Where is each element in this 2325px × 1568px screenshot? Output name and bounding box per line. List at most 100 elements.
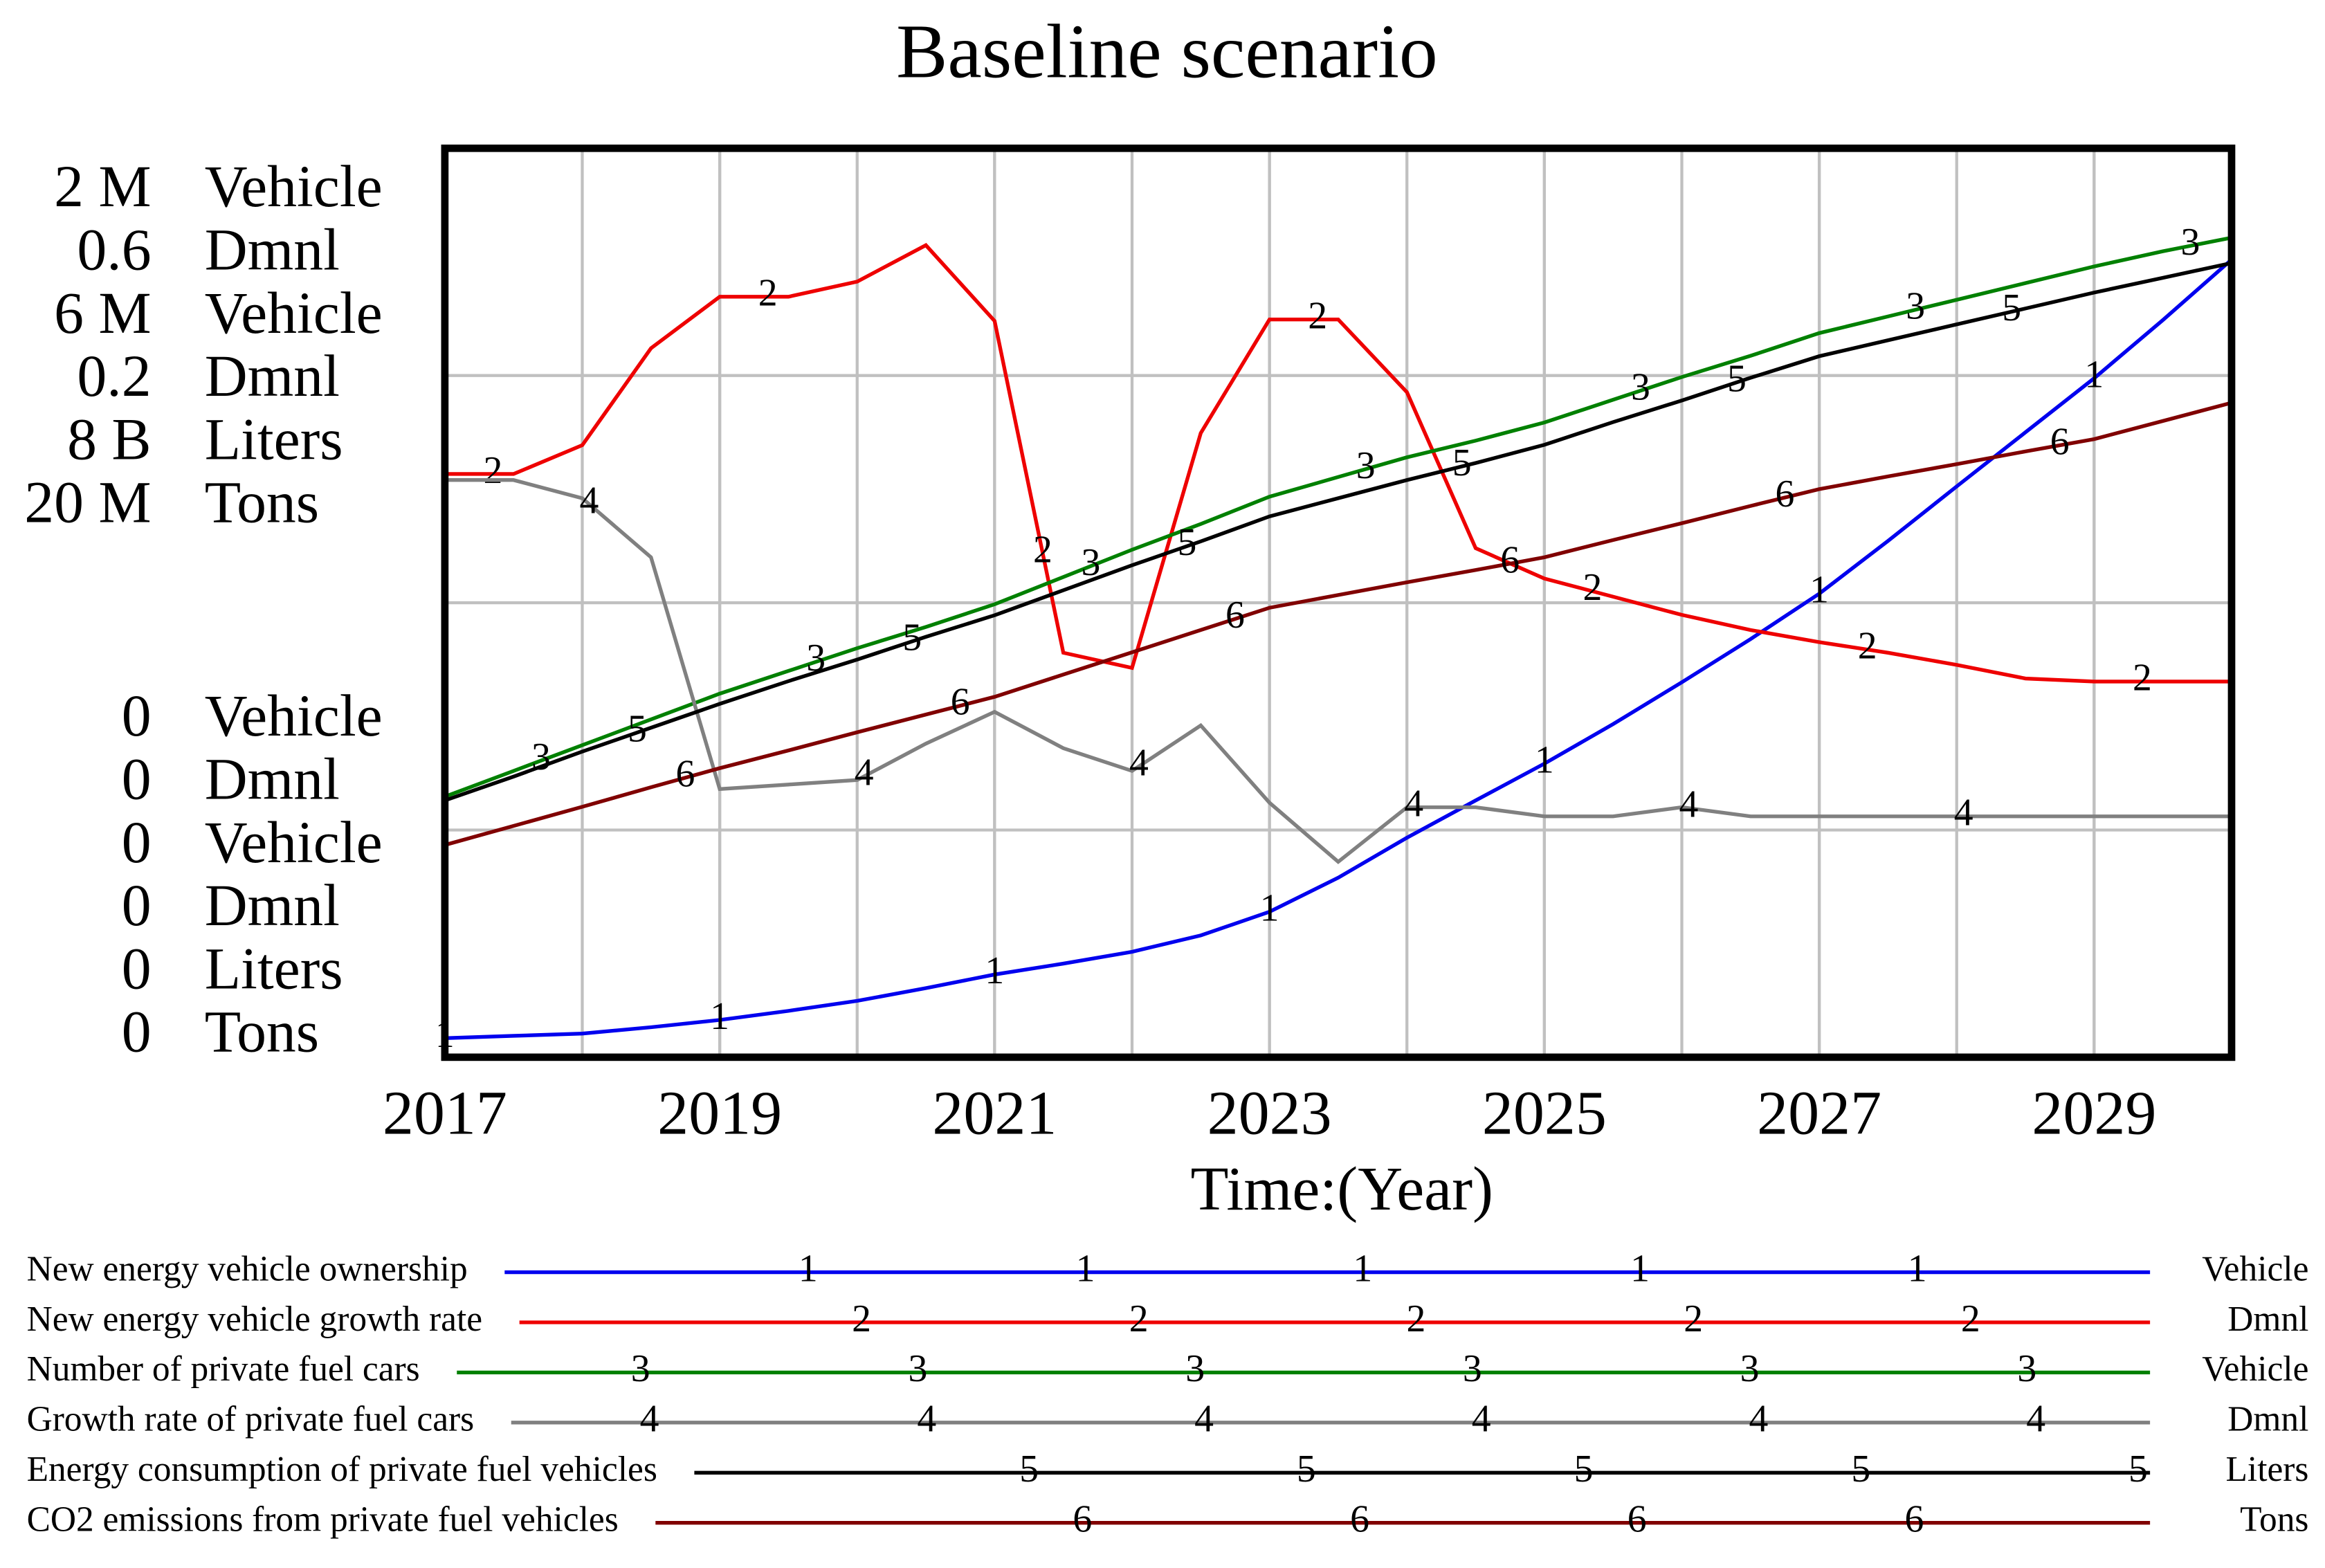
legend-unit: Tons <box>2240 1500 2308 1540</box>
legend-marker: 4 <box>640 1398 659 1441</box>
legend-marker: 6 <box>1904 1497 1924 1540</box>
legend-marker: 4 <box>1194 1398 1214 1441</box>
series-line <box>444 478 2232 864</box>
legend-marker: 2 <box>852 1297 871 1340</box>
legend-label: New energy vehicle growth rate <box>27 1300 483 1339</box>
legend-marker: 4 <box>1749 1398 1768 1441</box>
legend-marker: 4 <box>1472 1398 1491 1441</box>
series-line <box>444 401 2232 847</box>
y-axis-unit: Liters <box>205 406 343 472</box>
series-marker: 5 <box>1727 357 1747 400</box>
series-marker: 2 <box>2133 657 2152 700</box>
series-marker: 3 <box>531 736 551 778</box>
series-marker: 4 <box>855 751 874 794</box>
series-marker: 2 <box>758 272 778 315</box>
legend-unit: Dmnl <box>2227 1400 2308 1439</box>
series-marker: 6 <box>951 681 970 724</box>
y-tick-label: 0 <box>122 683 152 749</box>
series-marker: 6 <box>1225 594 1245 637</box>
series-marker: 4 <box>579 479 599 522</box>
series-marker: 1 <box>2084 353 2104 396</box>
series-marker: 6 <box>2050 420 2070 463</box>
legend-marker: 5 <box>2128 1448 2148 1490</box>
y-axis-unit: Dmnl <box>205 873 340 938</box>
series-marker: 6 <box>676 753 695 796</box>
legend-label: New energy vehicle ownership <box>27 1249 468 1288</box>
legend-marker: 3 <box>1463 1347 1482 1390</box>
y-tick-label: 0 <box>122 747 152 812</box>
legend-unit: Vehicle <box>2202 1249 2308 1288</box>
y-axis-unit: Dmnl <box>205 747 340 812</box>
legend-marker: 2 <box>1406 1297 1425 1340</box>
y-axis-unit: Vehicle <box>205 810 383 875</box>
y-axis-unit: Vehicle <box>205 280 383 346</box>
series-marker: 6 <box>1500 538 1520 581</box>
legend-unit: Liters <box>2226 1450 2309 1489</box>
legend-marker: 4 <box>2026 1398 2045 1441</box>
x-tick-label: 2021 <box>932 1079 1057 1148</box>
y-tick-label: 0 <box>122 936 152 1001</box>
legend-marker: 2 <box>1129 1297 1149 1340</box>
x-tick-label: 2019 <box>657 1079 782 1148</box>
x-tick-label: 2017 <box>383 1079 507 1148</box>
legend-marker: 5 <box>1297 1448 1316 1490</box>
series-line <box>444 261 2232 803</box>
legend-marker: 5 <box>1019 1448 1039 1490</box>
x-tick-label: 2027 <box>1757 1079 1881 1148</box>
y-tick-label: 0 <box>122 873 152 938</box>
y-tick-label: 8 B <box>67 406 151 472</box>
y-axis-unit: Vehicle <box>205 154 383 219</box>
chart-title: Baseline scenario <box>896 9 1438 94</box>
legend-marker: 6 <box>1350 1497 1369 1540</box>
series-marker: 5 <box>628 707 647 750</box>
legend-marker: 3 <box>2017 1347 2036 1390</box>
legend-label: Growth rate of private fuel cars <box>27 1400 475 1439</box>
y-axis-unit: Dmnl <box>205 343 340 409</box>
series-marker: 3 <box>1356 444 1376 487</box>
legend-marker: 1 <box>1353 1247 1372 1290</box>
legend-marker: 4 <box>917 1398 936 1441</box>
series-marker: 3 <box>2180 221 2200 264</box>
legend-marker: 1 <box>1630 1247 1650 1290</box>
series-marker: 5 <box>2002 286 2021 329</box>
series-line <box>444 258 2233 1040</box>
legend-label: Number of private fuel cars <box>27 1349 420 1389</box>
y-axis-unit: Tons <box>205 999 319 1065</box>
series-marker: 4 <box>1679 783 1698 826</box>
legend-marker: 5 <box>1851 1448 1870 1490</box>
legend-label: Energy consumption of private fuel vehic… <box>27 1450 657 1489</box>
y-tick-label: 2 M <box>54 154 151 219</box>
y-axis-unit: Tons <box>205 470 319 536</box>
series-marker: 4 <box>1954 792 1973 835</box>
legend-marker: 3 <box>1185 1347 1205 1390</box>
legend-marker: 5 <box>1574 1448 1594 1490</box>
series-marker: 3 <box>1631 365 1650 408</box>
legend-marker: 3 <box>631 1347 650 1390</box>
y-axis-unit: Vehicle <box>205 683 383 749</box>
series-marker: 4 <box>1404 782 1423 825</box>
series-marker: 1 <box>710 995 729 1038</box>
legend-marker: 2 <box>1961 1297 1980 1340</box>
series-marker: 1 <box>1809 569 1829 612</box>
legend-unit: Dmnl <box>2227 1300 2308 1339</box>
series-marker: 2 <box>1033 528 1052 571</box>
series-marker: 1 <box>1535 738 1554 781</box>
series-marker: 6 <box>1776 473 1795 516</box>
series-marker: 5 <box>1178 521 1197 564</box>
series-marker: 2 <box>1583 566 1602 609</box>
legend-marker: 1 <box>1908 1247 1927 1290</box>
legend-marker: 3 <box>1740 1347 1760 1390</box>
x-tick-label: 2029 <box>2032 1079 2156 1148</box>
legend-unit: Vehicle <box>2202 1349 2308 1389</box>
plot-frame <box>441 144 2236 1061</box>
y-tick-label: 0 <box>122 999 152 1065</box>
y-tick-label: 20 M <box>24 470 151 536</box>
series-marker: 1 <box>985 949 1004 992</box>
legend-marker: 1 <box>1076 1247 1095 1290</box>
series-marker: 2 <box>1858 624 1877 667</box>
y-tick-label: 0 <box>122 810 152 875</box>
series-line <box>444 243 2232 684</box>
